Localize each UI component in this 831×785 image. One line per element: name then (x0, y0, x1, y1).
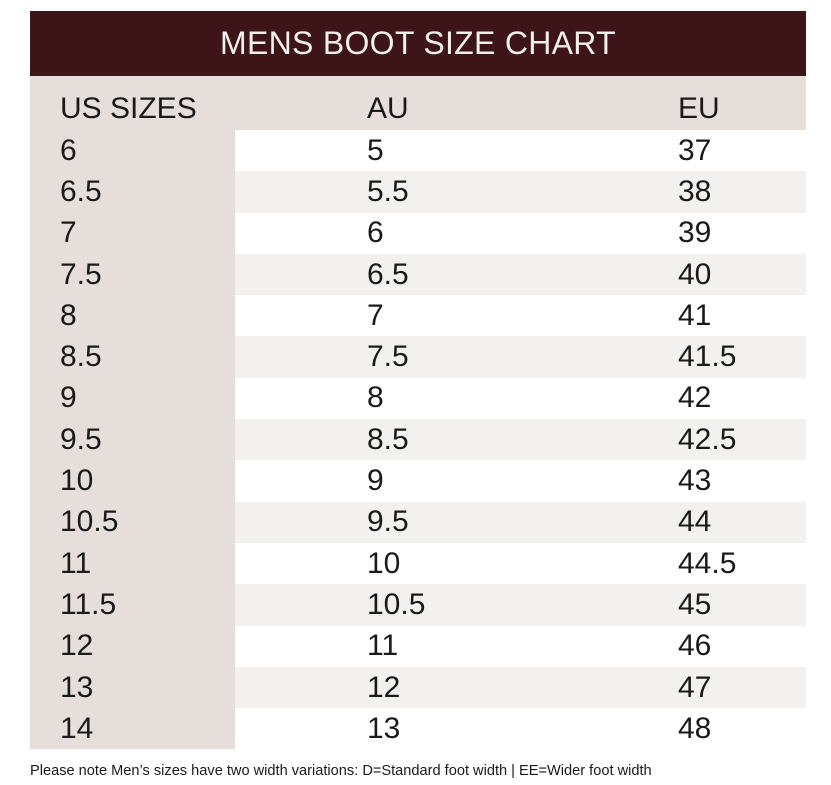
eu-size-cell: 40 (678, 257, 712, 291)
eu-size-cell: 37 (678, 133, 712, 167)
eu-size-cell: 42.5 (678, 422, 737, 456)
eu-size-cell: 41.5 (678, 340, 737, 374)
au-size-cell: 6 (367, 216, 384, 250)
table-row: 8.5 7.5 41.5 (30, 336, 806, 378)
us-size-cell: 9.5 (30, 419, 235, 461)
eu-size-cell: 44.5 (678, 546, 737, 580)
au-size-cell: 9.5 (367, 505, 409, 539)
table-header-row: US SIZES AU EU (30, 76, 806, 130)
au-size-cell: 10 (367, 546, 401, 580)
eu-size-cell: 44 (678, 505, 712, 539)
au-size-cell: 5 (367, 133, 384, 167)
table-row: 12 11 46 (30, 625, 806, 667)
table-row: 13 12 47 (30, 666, 806, 709)
us-size-cell: 11 (30, 542, 235, 585)
table-row: 9 8 42 (30, 377, 806, 420)
au-size-cell: 6.5 (367, 257, 409, 291)
us-size-cell: 6 (30, 130, 235, 172)
au-size-cell: 9 (367, 464, 384, 498)
au-size-cell: 8 (367, 381, 384, 415)
chart-title: MENS BOOT SIZE CHART (220, 25, 616, 61)
au-size-cell: 13 (367, 711, 401, 745)
table-row: 10.5 9.5 44 (30, 501, 806, 543)
table-row: 6 5 37 (30, 130, 806, 172)
eu-size-cell: 48 (678, 711, 712, 745)
au-size-cell: 8.5 (367, 422, 409, 456)
size-table: US SIZES AU EU 6 5 37 6.5 5.5 38 7 6 39 … (30, 76, 806, 750)
au-size-cell: 5.5 (367, 174, 409, 208)
table-row: 6.5 5.5 38 (30, 171, 806, 213)
table-row: 14 13 48 (30, 708, 806, 750)
eu-size-cell: 45 (678, 587, 712, 621)
us-size-cell: 12 (30, 625, 235, 667)
table-row: 8 7 41 (30, 295, 806, 337)
au-size-cell: 10.5 (367, 587, 426, 621)
header-au: AU (367, 92, 409, 125)
us-size-cell: 11.5 (30, 584, 235, 626)
us-size-cell: 6.5 (30, 171, 235, 213)
au-size-cell: 7 (367, 298, 384, 332)
table-row: 9.5 8.5 42.5 (30, 419, 806, 461)
au-size-cell: 11 (367, 629, 399, 663)
table-row: 11.5 10.5 45 (30, 584, 806, 626)
header-eu: EU (678, 92, 720, 125)
eu-size-cell: 39 (678, 216, 712, 250)
au-size-cell: 7.5 (367, 340, 409, 374)
us-size-cell: 14 (30, 708, 235, 750)
us-size-cell: 10 (30, 460, 235, 502)
table-row: 10 9 43 (30, 460, 806, 502)
header-us-sizes: US SIZES (30, 76, 235, 130)
eu-size-cell: 38 (678, 174, 712, 208)
table-row: 11 10 44.5 (30, 542, 806, 585)
table-row: 7.5 6.5 40 (30, 253, 806, 296)
eu-size-cell: 47 (678, 670, 712, 704)
width-variation-footnote: Please note Men’s sizes have two width v… (30, 763, 652, 779)
size-chart: MENS BOOT SIZE CHART US SIZES AU EU 6 5 … (30, 11, 806, 750)
au-size-cell: 12 (367, 670, 401, 704)
table-row: 7 6 39 (30, 212, 806, 254)
eu-size-cell: 46 (678, 629, 712, 663)
us-size-cell: 7 (30, 212, 235, 254)
eu-size-cell: 42 (678, 381, 712, 415)
us-size-cell: 7.5 (30, 253, 235, 296)
chart-title-bar: MENS BOOT SIZE CHART (30, 11, 806, 76)
us-size-cell: 13 (30, 666, 235, 709)
us-size-cell: 9 (30, 377, 235, 420)
eu-size-cell: 41 (678, 298, 712, 332)
us-size-cell: 8 (30, 295, 235, 337)
us-size-cell: 10.5 (30, 501, 235, 543)
eu-size-cell: 43 (678, 464, 712, 498)
us-size-cell: 8.5 (30, 336, 235, 378)
